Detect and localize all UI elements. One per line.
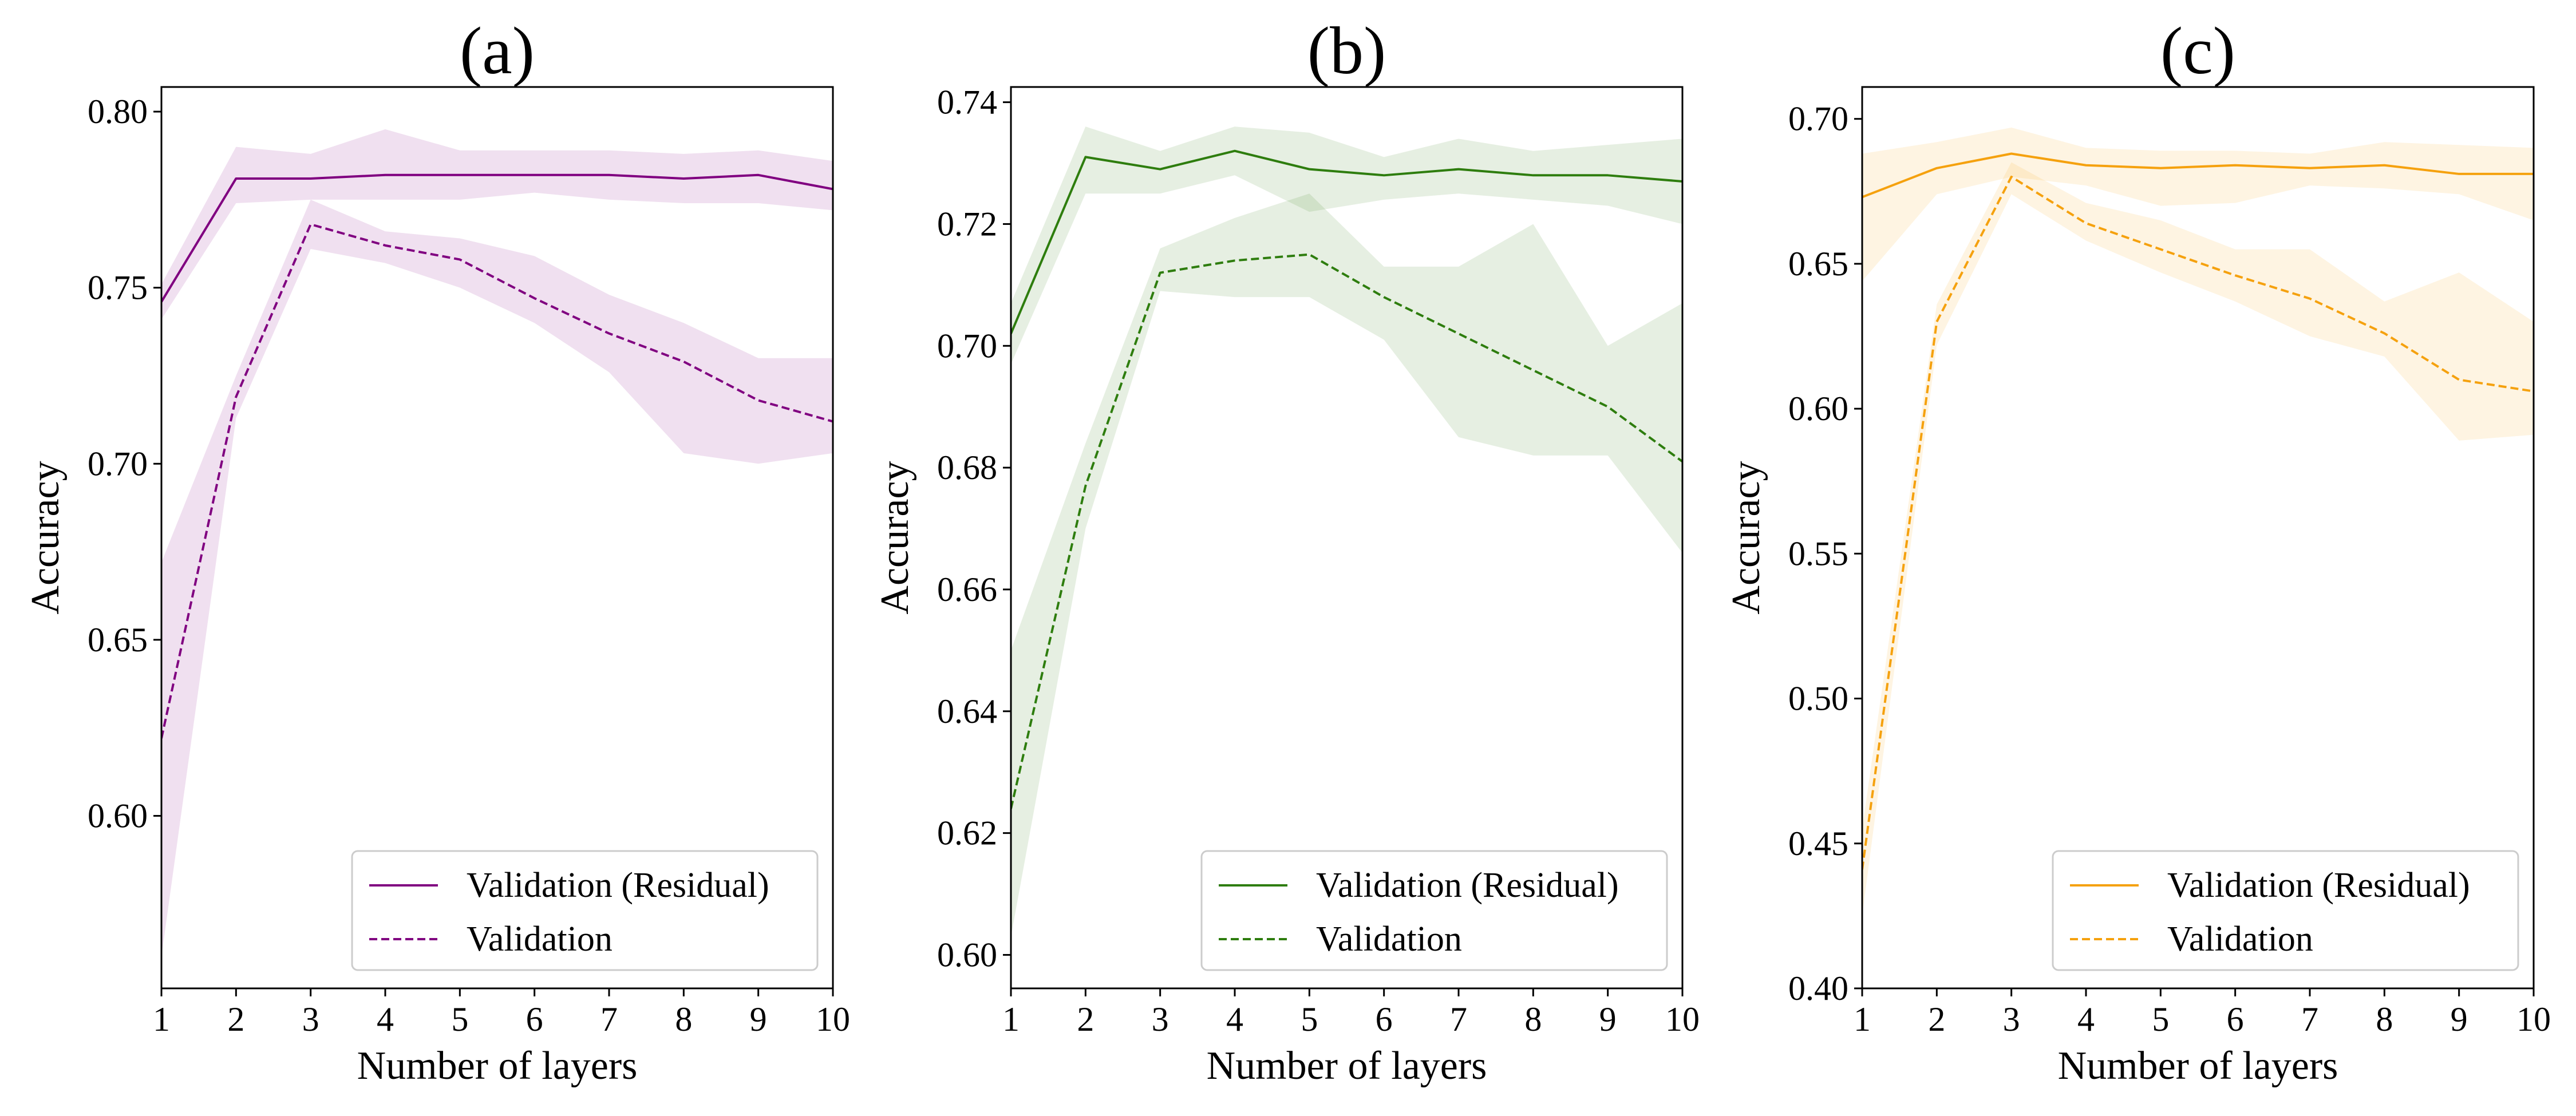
confidence-band-validation	[1862, 162, 2534, 916]
x-tick-label: 7	[2301, 1000, 2318, 1038]
plot-data-area	[1862, 127, 2534, 916]
y-tick-label: 0.70	[88, 445, 148, 482]
x-tick-label: 3	[1152, 1000, 1169, 1038]
x-tick-label: 2	[1077, 1000, 1094, 1038]
x-axis-label: Number of layers	[357, 1044, 638, 1088]
series-line-validation	[1011, 253, 1682, 809]
y-tick-label: 0.80	[88, 93, 148, 130]
y-axis-label: Accuracy	[1724, 461, 1768, 614]
plot-data-area	[1011, 126, 1682, 937]
axes-frame	[1861, 86, 2535, 990]
x-tick-label: 1	[1002, 1000, 1020, 1038]
chart-panel-a: 1 2 3 4 5 6 7 8 9 10 0.60 0.65 0.70 0.75 0.80 (a) Number…	[23, 13, 850, 1088]
x-tick-label: 7	[600, 1000, 618, 1038]
y-tick-label: 0.68	[937, 449, 997, 486]
chart-panel-c: 1 2 3 4 5 6 7 8 9 10 0.40 0.45 0.50 0.55 0.60 0.65 0.70 (…	[1724, 13, 2551, 1088]
x-tick-label: 2	[1928, 1000, 1945, 1038]
plot-data-area	[161, 129, 833, 957]
x-tick-label: 8	[1524, 1000, 1542, 1038]
x-tick-label: 10	[1665, 1000, 1700, 1038]
y-tick-label: 0.55	[1788, 535, 1848, 572]
legend-label: Validation (Residual)	[467, 866, 769, 905]
legend-label: Validation (Residual)	[1316, 866, 1619, 905]
series-line-residual	[1011, 149, 1682, 334]
x-tick-label: 4	[1226, 1000, 1243, 1038]
y-tick-label: 0.60	[88, 797, 148, 835]
y-tick-label: 0.70	[937, 327, 997, 365]
legend: Validation (Residual) Validation	[2052, 850, 2519, 971]
x-tick-label: 7	[1450, 1000, 1467, 1038]
legend: Validation (Residual) Validation	[1200, 850, 1668, 971]
panel-title: (c)	[2160, 13, 2235, 88]
confidence-band-validation	[1011, 193, 1682, 937]
x-tick-label: 10	[816, 1000, 850, 1038]
y-tick-label: 0.50	[1788, 680, 1848, 718]
series-line-residual	[1862, 152, 2534, 199]
x-tick-label: 1	[153, 1000, 170, 1038]
legend-box	[2052, 850, 2519, 971]
axes-frame	[1010, 86, 1684, 990]
x-tick-label: 8	[2376, 1000, 2393, 1038]
y-tick-label: 0.40	[1788, 969, 1848, 1007]
x-tick-label: 5	[2152, 1000, 2169, 1038]
x-tick-label: 3	[2003, 1000, 2020, 1038]
x-tick-label: 8	[675, 1000, 692, 1038]
x-tick-label: 4	[377, 1000, 394, 1038]
series-line-validation	[1862, 175, 2534, 870]
confidence-band-residual	[1011, 126, 1682, 365]
y-tick-label: 0.66	[937, 571, 997, 608]
y-tick-label: 0.62	[937, 814, 997, 852]
series-line-residual	[161, 173, 833, 303]
x-tick-label: 5	[1301, 1000, 1318, 1038]
legend-label: Validation (Residual)	[2167, 866, 2470, 905]
y-tick-label: 0.74	[937, 84, 997, 121]
y-tick-label: 0.72	[937, 205, 997, 243]
y-tick-label: 0.65	[88, 621, 148, 659]
y-axis-label: Accuracy	[23, 461, 68, 614]
x-tick-label: 2	[227, 1000, 244, 1038]
legend-box	[351, 850, 819, 971]
axes-frame	[160, 86, 834, 990]
y-tick-label: 0.45	[1788, 825, 1848, 862]
x-tick-label: 9	[2451, 1000, 2468, 1038]
legend-label: Validation	[2167, 920, 2313, 959]
x-tick-label: 6	[2227, 1000, 2244, 1038]
y-tick-label: 0.75	[88, 269, 148, 307]
x-tick-label: 4	[2077, 1000, 2095, 1038]
x-tick-label: 1	[1854, 1000, 1871, 1038]
x-axis-label: Number of layers	[2058, 1044, 2338, 1088]
panel-title: (a)	[460, 13, 535, 88]
legend: Validation (Residual) Validation	[351, 850, 819, 971]
x-tick-label: 6	[1376, 1000, 1393, 1038]
x-tick-label: 9	[750, 1000, 767, 1038]
x-axis-label: Number of layers	[1207, 1044, 1487, 1088]
panel-title: (b)	[1307, 13, 1386, 88]
chart-panel-b: 1 2 3 4 5 6 7 8 9 10 0.60 0.62 0.64 0.66 0.68 0.70 0.72 0…	[873, 13, 1700, 1088]
y-axis-label: Accuracy	[873, 461, 917, 614]
x-tick-label: 3	[302, 1000, 319, 1038]
confidence-band-validation	[161, 199, 833, 957]
series-line-validation	[161, 223, 833, 739]
y-tick-label: 0.64	[937, 692, 997, 730]
y-tick-label: 0.60	[1788, 390, 1848, 428]
legend-label: Validation	[1316, 920, 1462, 959]
x-tick-label: 5	[451, 1000, 468, 1038]
y-tick-label: 0.65	[1788, 245, 1848, 283]
legend-box	[1200, 850, 1668, 971]
y-tick-label: 0.60	[937, 936, 997, 973]
legend-label: Validation	[467, 920, 613, 959]
x-tick-label: 9	[1599, 1000, 1617, 1038]
y-tick-label: 0.70	[1788, 100, 1848, 138]
x-tick-label: 10	[2516, 1000, 2551, 1038]
x-tick-label: 6	[526, 1000, 543, 1038]
